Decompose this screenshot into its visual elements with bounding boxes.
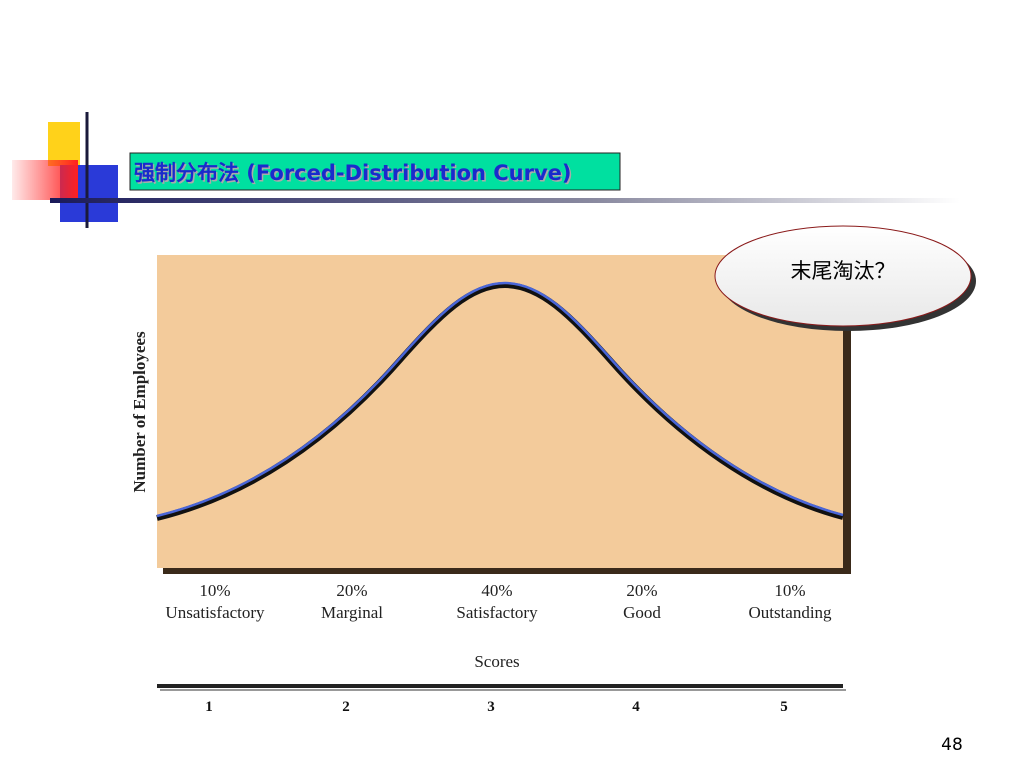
score: 5 [780,699,788,715]
x-axis-label: Scores [474,652,519,671]
category-share: 10% [774,581,805,600]
category-label: Outstanding [748,603,832,622]
category-share: 40% [481,581,512,600]
title-shadow: 强制分布法 (Forced-Distribution Curve) [136,163,574,187]
category-share: 20% [336,581,367,600]
category-share: 20% [626,581,657,600]
callout-text: 末尾淘汰？ [791,259,896,283]
deco-red [12,160,78,200]
category-share: 10% [199,581,230,600]
score-rule [157,684,843,688]
category-label: Good [623,603,661,622]
score-rule-shadow [160,689,846,691]
deco-yellow [48,122,80,166]
title-box [129,152,621,191]
page-number: 48 [941,735,963,755]
score: 1 [205,699,213,715]
curve-highlight [156,281,844,518]
score: 3 [487,699,495,715]
categories: 10% Unsatisfactory 20% Marginal 40% Satisfact… [165,581,832,622]
score: 4 [632,699,640,715]
callout [714,225,972,327]
panel [157,255,843,568]
category-label: Satisfactory [456,603,538,622]
score: 2 [342,699,350,715]
y-axis-label: Number of Employees [130,331,149,493]
category-label: Unsatisfactory [165,603,265,622]
title-rule [50,198,960,203]
scores: 1 2 3 4 5 [205,699,788,715]
title: 强制分布法 (Forced-Distribution Curve) [134,161,572,185]
curve [156,281,844,521]
category-label: Marginal [321,603,383,622]
